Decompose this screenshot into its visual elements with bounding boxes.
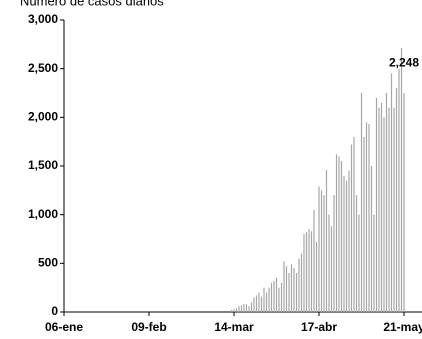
bar (373, 214, 375, 312)
y-tick-label: 500 (38, 256, 58, 270)
y-tick-label: 2,500 (28, 61, 58, 75)
y-tick-label: 2,000 (28, 110, 58, 124)
bar (378, 107, 380, 312)
bar (328, 214, 330, 312)
bar (375, 97, 378, 312)
bar (365, 122, 368, 312)
bar (275, 277, 278, 312)
bar (390, 73, 393, 313)
bar (233, 309, 235, 312)
bar (338, 156, 340, 312)
bar (290, 264, 293, 312)
x-tick-label: 17-abr (301, 320, 337, 334)
bar (383, 117, 385, 312)
bar (285, 266, 288, 312)
bar (345, 180, 348, 312)
bar (400, 47, 403, 313)
bar (343, 175, 345, 312)
bar (380, 102, 383, 312)
bar (325, 169, 328, 312)
bar (313, 209, 315, 312)
x-tick-label: 09-feb (131, 320, 166, 334)
bar (250, 302, 253, 312)
bar (243, 304, 245, 312)
bar (265, 292, 268, 312)
bar (333, 195, 335, 312)
bar (235, 308, 238, 312)
bar (270, 282, 273, 312)
bar (360, 93, 363, 312)
bar (323, 195, 325, 312)
bar (310, 231, 313, 312)
bar (240, 305, 243, 312)
bar (395, 88, 398, 312)
y-tick-label: 0 (51, 304, 58, 318)
bar (230, 310, 233, 312)
chart-title: Número de casos diarios (20, 0, 164, 8)
bar (280, 282, 283, 312)
bar (318, 186, 320, 312)
bar (278, 287, 280, 312)
bar (368, 124, 370, 312)
bar (393, 107, 395, 312)
bar (288, 273, 290, 312)
y-tick-label: 1,500 (28, 158, 58, 172)
y-tick-label: 1,000 (28, 207, 58, 221)
bar (355, 195, 358, 312)
bar (385, 93, 388, 312)
bar (238, 306, 240, 312)
bar (263, 287, 265, 312)
bar (298, 258, 300, 312)
y-tick-label: 3,000 (28, 12, 58, 26)
bar (388, 107, 390, 312)
bar (300, 253, 303, 312)
bar (295, 273, 298, 312)
x-tick-label: 21-may (383, 320, 422, 334)
bar (308, 229, 310, 312)
bar (255, 295, 258, 312)
bar (258, 292, 260, 312)
x-tick-label: 14-mar (214, 320, 254, 334)
bar (340, 161, 343, 312)
bar (273, 280, 275, 312)
bar (283, 261, 285, 312)
value-label: 2,248 (389, 55, 419, 69)
bar (358, 214, 360, 312)
bar (248, 306, 250, 312)
bar (260, 296, 263, 312)
bar (315, 241, 318, 312)
bar (353, 136, 355, 312)
bar (330, 226, 333, 312)
bar (293, 268, 295, 312)
bar (348, 170, 350, 312)
bar (363, 136, 365, 312)
x-tick-label: 06-ene (45, 320, 83, 334)
bar (350, 144, 353, 312)
bar (370, 166, 373, 312)
bar (398, 68, 400, 313)
bar (403, 93, 405, 312)
bar (320, 190, 323, 312)
bar (245, 304, 248, 312)
bar (303, 234, 305, 312)
bar (335, 154, 338, 312)
bar (305, 232, 308, 312)
bar (253, 297, 255, 312)
bar (268, 287, 270, 312)
